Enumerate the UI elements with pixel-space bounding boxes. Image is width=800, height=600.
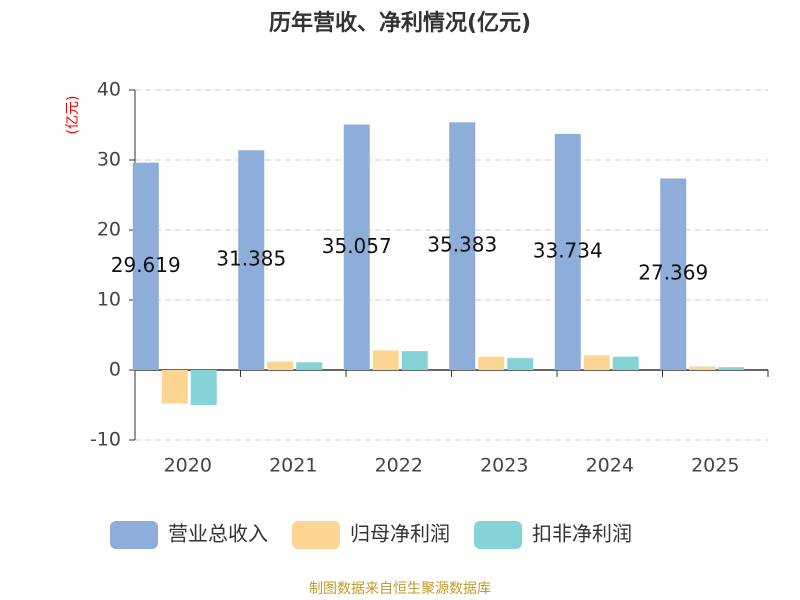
bar [660,178,687,370]
data-label: 31.385 [216,247,286,271]
bar [612,356,639,370]
legend-label: 营业总收入 [168,522,268,546]
bar [161,370,188,404]
bar [554,133,581,370]
bar [296,362,323,370]
bar [343,124,370,370]
bar [478,356,505,370]
bar [267,361,294,370]
bar [401,351,428,370]
y-tick-label: 0 [109,359,121,381]
data-label: 33.734 [533,238,603,262]
data-label: 27.369 [638,261,708,285]
x-tick-label: 2022 [375,455,423,477]
legend-label: 扣非净利润 [532,522,632,546]
x-tick-label: 2023 [480,455,528,477]
legend-label: 归母净利润 [350,522,450,546]
data-label: 35.383 [427,233,497,257]
bar [507,358,534,370]
y-tick-label: -10 [90,429,121,451]
y-tick-label: 10 [97,289,121,311]
bar [190,370,217,405]
x-tick-label: 2025 [691,455,739,477]
y-tick-label: 40 [97,79,121,101]
y-tick-label: 30 [97,149,121,171]
source-note: 制图数据来自恒生聚源数据库 [309,581,491,597]
bar [689,366,716,370]
y-tick-label: 20 [97,219,121,241]
data-label: 35.057 [322,234,392,258]
bar [583,355,610,370]
y-axis-label: (亿元) [65,96,81,135]
bar [238,150,265,370]
x-tick-label: 2020 [164,455,212,477]
bar [372,350,399,370]
legend-swatch [474,521,522,549]
legend-swatch [110,521,158,549]
legend-swatch [292,521,340,549]
x-tick-label: 2021 [269,455,317,477]
bar [449,122,476,370]
bar [718,367,745,370]
data-label: 29.619 [111,253,181,277]
bar [132,162,159,370]
chart-title: 历年营收、净利情况(亿元) [269,10,531,36]
x-tick-label: 2024 [586,455,634,477]
